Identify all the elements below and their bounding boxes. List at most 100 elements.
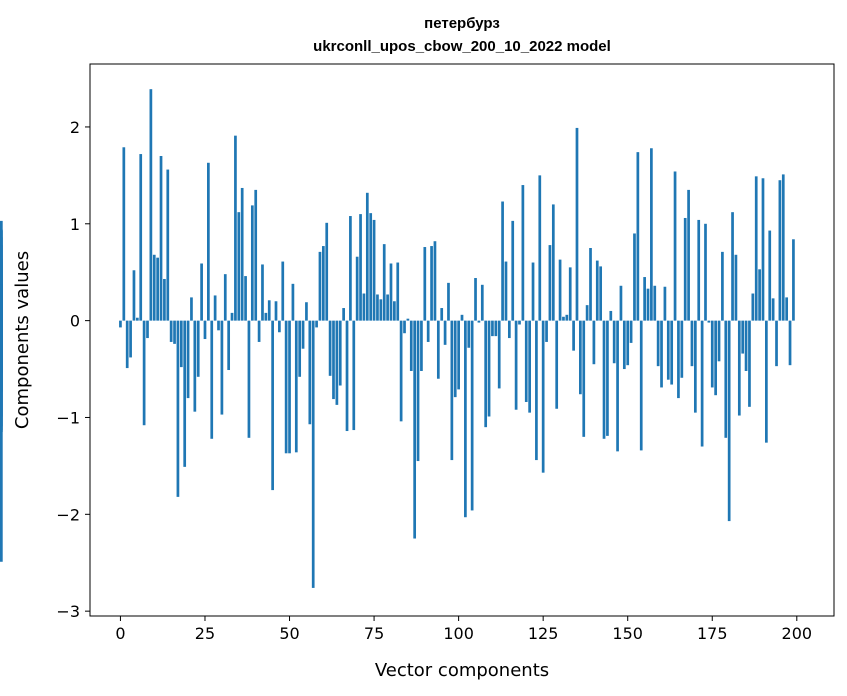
bar-158 <box>653 285 657 321</box>
bar-7 <box>142 320 146 426</box>
bar-172 <box>700 320 704 447</box>
bar-84 <box>403 320 406 334</box>
bar-83 <box>399 320 403 422</box>
bar-17 <box>176 320 180 497</box>
bar-12 <box>159 156 163 321</box>
bar-166 <box>680 320 684 378</box>
bar-162 <box>666 320 670 380</box>
bar-87 <box>413 320 417 539</box>
x-tick-label-25: 25 <box>195 624 215 643</box>
bar-170 <box>693 320 697 413</box>
bar-110 <box>491 320 494 337</box>
bar-4 <box>132 270 136 321</box>
bar-160 <box>660 320 663 388</box>
bar-67 <box>345 320 349 432</box>
bar-45 <box>271 320 274 491</box>
bar-89 <box>420 320 423 371</box>
bar-undefined <box>0 320 3 562</box>
y-tick-label--2: −2 <box>56 505 80 524</box>
bar-5 <box>135 317 139 321</box>
bar-81 <box>393 301 396 321</box>
bar-62 <box>328 320 332 376</box>
bar-20 <box>186 320 190 399</box>
bar-38 <box>247 320 251 438</box>
bar-104 <box>470 320 474 511</box>
bar-178 <box>721 251 724 321</box>
bar-65 <box>338 320 342 386</box>
bar-149 <box>622 320 626 370</box>
bar-174 <box>707 320 711 323</box>
bar-80 <box>389 263 393 321</box>
bar-59 <box>318 251 322 321</box>
bar-51 <box>291 283 295 321</box>
bar-58 <box>315 320 318 328</box>
bar-179 <box>724 320 728 438</box>
bar-47 <box>278 320 281 333</box>
bar-173 <box>704 223 707 321</box>
bar-27 <box>210 320 214 439</box>
x-tick-label-0: 0 <box>115 624 125 643</box>
bar-164 <box>673 171 677 321</box>
bar-129 <box>555 320 559 409</box>
bar-55 <box>305 302 308 321</box>
bar-139 <box>589 248 592 321</box>
bar-118 <box>518 320 521 325</box>
bar-108 <box>484 320 488 428</box>
bar-32 <box>227 320 231 371</box>
bar-23 <box>196 320 200 377</box>
bar-68 <box>349 216 352 321</box>
bar-171 <box>697 219 701 321</box>
y-tick-label-2: 2 <box>70 118 80 137</box>
bar-93 <box>433 241 437 321</box>
bar-105 <box>474 278 477 321</box>
bar-76 <box>376 294 379 321</box>
bar-156 <box>646 288 650 321</box>
x-tick-label-150: 150 <box>612 624 643 643</box>
bar-103 <box>467 320 471 348</box>
bar-138 <box>585 305 589 321</box>
bar-9 <box>149 89 153 321</box>
bar-154 <box>639 320 643 451</box>
bar-197 <box>785 297 789 321</box>
x-tick-label-125: 125 <box>528 624 559 643</box>
x-tick-label-75: 75 <box>364 624 384 643</box>
y-tick-label-0: 0 <box>70 312 80 331</box>
bar-41 <box>257 320 261 342</box>
bar-14 <box>166 169 170 321</box>
bar-106 <box>477 320 481 323</box>
bar-122 <box>531 262 535 321</box>
bar-141 <box>595 260 599 321</box>
bar-73 <box>365 192 369 321</box>
bar-150 <box>626 320 630 366</box>
bar-190 <box>761 178 765 321</box>
bar-71 <box>359 214 362 321</box>
bar-101 <box>460 314 464 321</box>
bar-137 <box>582 320 586 437</box>
bar-43 <box>264 312 268 321</box>
x-tick-label-100: 100 <box>443 624 474 643</box>
bar-136 <box>579 320 582 395</box>
bar-146 <box>612 320 616 364</box>
bar-180 <box>727 320 731 522</box>
bar-35 <box>237 212 241 321</box>
y-axis-label: Components values <box>12 251 33 429</box>
bar-133 <box>568 267 572 321</box>
bar-187 <box>751 293 755 321</box>
bar-undefined <box>0 245 3 321</box>
bar-195 <box>778 180 782 321</box>
bar-28 <box>213 295 217 321</box>
bar-29 <box>217 320 220 331</box>
bar-6 <box>139 154 143 321</box>
bar-117 <box>514 320 518 410</box>
bar-2 <box>125 320 129 369</box>
bar-82 <box>396 262 400 321</box>
bar-46 <box>274 301 278 321</box>
bar-49 <box>284 320 288 454</box>
bar-163 <box>670 320 674 385</box>
bar-31 <box>223 274 227 321</box>
bar-60 <box>321 246 325 321</box>
bar-85 <box>406 318 410 321</box>
bar-119 <box>521 185 525 321</box>
bar-79 <box>386 294 389 321</box>
bar-74 <box>369 213 373 321</box>
